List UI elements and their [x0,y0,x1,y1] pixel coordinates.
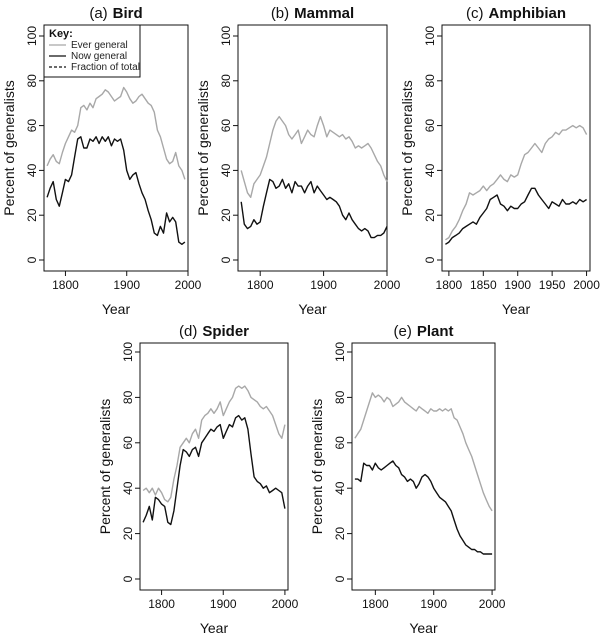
series-now-general [142,414,286,526]
plot-frame [441,24,591,272]
series-ever-general [142,385,286,503]
x-tick-label: 1900 [420,597,447,611]
series-ever-general [354,392,493,512]
y-tick-label: 40 [219,163,233,177]
y-tick-label: 60 [121,436,135,450]
x-axis-label: Year [298,301,327,317]
y-tick-label: 60 [219,119,233,133]
series-now-general [46,136,186,246]
panel-amphibian: (c) Amphibian 0 20 40 60 80 100 1800 1850 1900 1950… [399,5,600,317]
x-tick-label: 2000 [175,278,202,292]
x-axis-label: Year [200,620,229,635]
x-tick-label: 1900 [504,278,531,292]
x-axis-label: Year [502,301,531,317]
y-tick-label: 60 [25,119,39,133]
panel-title-prefix: (c) [466,5,484,22]
y-axis-label: Percent of generalists [309,399,325,534]
y-tick-label: 0 [219,256,233,263]
plot-frame [351,342,496,591]
y-tick-label: 40 [121,481,135,495]
panel-title: (c) Amphibian [466,5,566,22]
x-tick-label: 2000 [374,278,401,292]
panel-title-name: Spider [202,323,249,340]
series-now-general [354,460,493,555]
y-tick-label: 40 [25,163,39,177]
y-axis-label: Percent of generalists [1,80,17,215]
panel-spider: (d) Spider 0 20 40 60 80 100 1800 1900 2000 Year Per… [97,323,299,635]
y-tick-label: 80 [121,390,135,404]
y-tick-label: 20 [121,527,135,541]
series-now-general [240,178,388,239]
y-axis-label: Percent of generalists [399,80,415,215]
x-tick-label: 2000 [272,597,299,611]
panel-title: (b) Mammal [271,5,354,22]
y-tick-label: 100 [333,342,347,362]
y-tick-label: 100 [219,26,233,46]
panel-title-name: Plant [417,323,454,340]
x-tick-label: 1850 [470,278,497,292]
legend-entry-label: Fraction of total [71,62,140,73]
y-tick-label: 100 [121,342,135,362]
x-tick-label: 2000 [573,278,600,292]
x-tick-label: 1900 [113,278,140,292]
x-tick-label: 2000 [479,597,506,611]
panel-plant: (e) Plant 0 20 40 60 80 100 1800 1900 2000 Year Perc… [309,323,506,635]
x-tick-label: 1800 [148,597,175,611]
y-tick-label: 40 [423,163,437,177]
x-tick-label: 1800 [362,597,389,611]
series-now-general [445,187,587,245]
legend-box [43,24,141,78]
y-tick-label: 100 [25,26,39,46]
panel-title-prefix: (d) [179,323,197,340]
legend-entry-label: Now general [71,51,127,62]
panel-title-prefix: (b) [271,5,289,22]
y-tick-label: 60 [423,119,437,133]
y-tick-label: 40 [333,481,347,495]
legend-entry-label: Ever general [71,40,128,51]
x-tick-label: 1800 [52,278,79,292]
x-tick-label: 1900 [310,278,337,292]
panel-title-name: Mammal [294,5,354,22]
y-tick-label: 80 [423,74,437,88]
panel-title-prefix: (e) [393,323,411,340]
x-tick-label: 1800 [247,278,274,292]
y-axis-label: Percent of generalists [97,399,113,534]
y-tick-label: 0 [121,575,135,582]
panel-bird: (a) Bird 0 20 40 60 80 100 1800 1900 2000 Year Perce… [1,5,202,317]
plot-frame [237,24,388,272]
series-ever-general [240,115,388,199]
y-tick-label: 20 [333,527,347,541]
y-tick-label: 100 [423,26,437,46]
y-tick-label: 0 [25,256,39,263]
y-tick-label: 80 [219,74,233,88]
legend-title: Key: [49,28,73,40]
x-axis-label: Year [102,301,131,317]
x-tick-label: 1950 [539,278,566,292]
x-tick-label: 1900 [210,597,237,611]
y-tick-label: 20 [25,208,39,222]
panel-title: (e) Plant [393,323,453,340]
y-tick-label: 0 [423,256,437,263]
y-tick-label: 80 [333,390,347,404]
y-tick-label: 80 [25,74,39,88]
panel-title: (a) Bird [89,5,142,22]
panel-title: (d) Spider [179,323,249,340]
series-ever-general [46,86,186,180]
panel-title-name: Bird [113,5,143,22]
panel-title-name: Amphibian [489,5,567,22]
panel-title-prefix: (a) [89,5,107,22]
series-ever-general [445,124,588,241]
y-tick-label: 0 [333,575,347,582]
x-tick-label: 1800 [436,278,463,292]
panel-mammal: (b) Mammal 0 20 40 60 80 100 1800 1900 2000 Year Per… [195,5,401,317]
x-axis-label: Year [409,620,438,635]
y-tick-label: 60 [333,436,347,450]
plot-frame [139,342,289,591]
y-tick-label: 20 [423,208,437,222]
y-tick-label: 20 [219,208,233,222]
y-axis-label: Percent of generalists [195,80,211,215]
